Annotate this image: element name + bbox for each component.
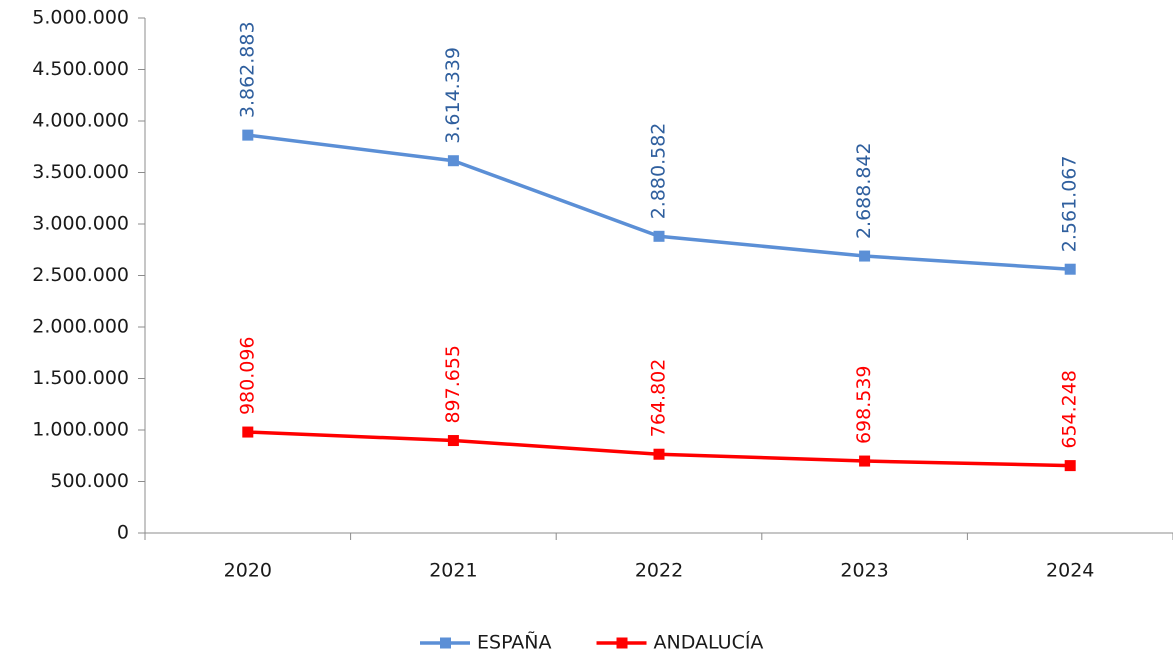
point-marker bbox=[242, 129, 254, 141]
data-label: 3.862.883 bbox=[236, 21, 258, 118]
y-tick-label: 3.000.000 bbox=[32, 213, 129, 235]
point-marker bbox=[1064, 460, 1076, 472]
data-label: 698.539 bbox=[853, 365, 875, 444]
y-tick-label: 1.000.000 bbox=[32, 419, 129, 441]
x-tick-label: 2021 bbox=[429, 560, 477, 582]
y-tick-label: 2.000.000 bbox=[32, 316, 129, 338]
y-tick-label: 2.500.000 bbox=[32, 264, 129, 286]
point-marker bbox=[447, 435, 459, 447]
point-marker bbox=[447, 155, 459, 167]
y-tick-label: 5.000.000 bbox=[32, 7, 129, 29]
data-label: 654.248 bbox=[1059, 370, 1081, 449]
y-tick-label: 4.000.000 bbox=[32, 110, 129, 132]
x-tick-label: 2023 bbox=[840, 560, 888, 582]
legend-label: ANDALUCÍA bbox=[654, 631, 764, 654]
point-marker bbox=[653, 230, 665, 242]
point-marker bbox=[1064, 263, 1076, 275]
point-marker bbox=[859, 250, 871, 262]
point-marker bbox=[653, 448, 665, 460]
data-label: 764.802 bbox=[648, 359, 670, 438]
data-label: 2.688.842 bbox=[853, 142, 875, 239]
y-tick-label: 4.500.000 bbox=[32, 58, 129, 80]
data-label: 3.614.339 bbox=[442, 47, 464, 144]
data-label: 980.096 bbox=[236, 336, 258, 415]
point-marker bbox=[859, 455, 871, 467]
data-label: 2.561.067 bbox=[1059, 156, 1081, 253]
x-tick-label: 2024 bbox=[1046, 560, 1094, 582]
data-label: 897.655 bbox=[442, 345, 464, 424]
y-tick-label: 3.500.000 bbox=[32, 161, 129, 183]
legend-marker bbox=[440, 637, 451, 649]
y-tick-label: 1.500.000 bbox=[32, 367, 129, 389]
y-tick-label: 500.000 bbox=[50, 470, 129, 492]
y-tick-label: 0 bbox=[117, 522, 129, 544]
x-tick-label: 2022 bbox=[635, 560, 683, 582]
legend-label: ESPAÑA bbox=[477, 631, 552, 654]
data-label: 2.880.582 bbox=[648, 123, 670, 220]
legend-marker bbox=[616, 637, 628, 649]
x-tick-label: 2020 bbox=[224, 560, 272, 582]
point-marker bbox=[242, 426, 254, 438]
